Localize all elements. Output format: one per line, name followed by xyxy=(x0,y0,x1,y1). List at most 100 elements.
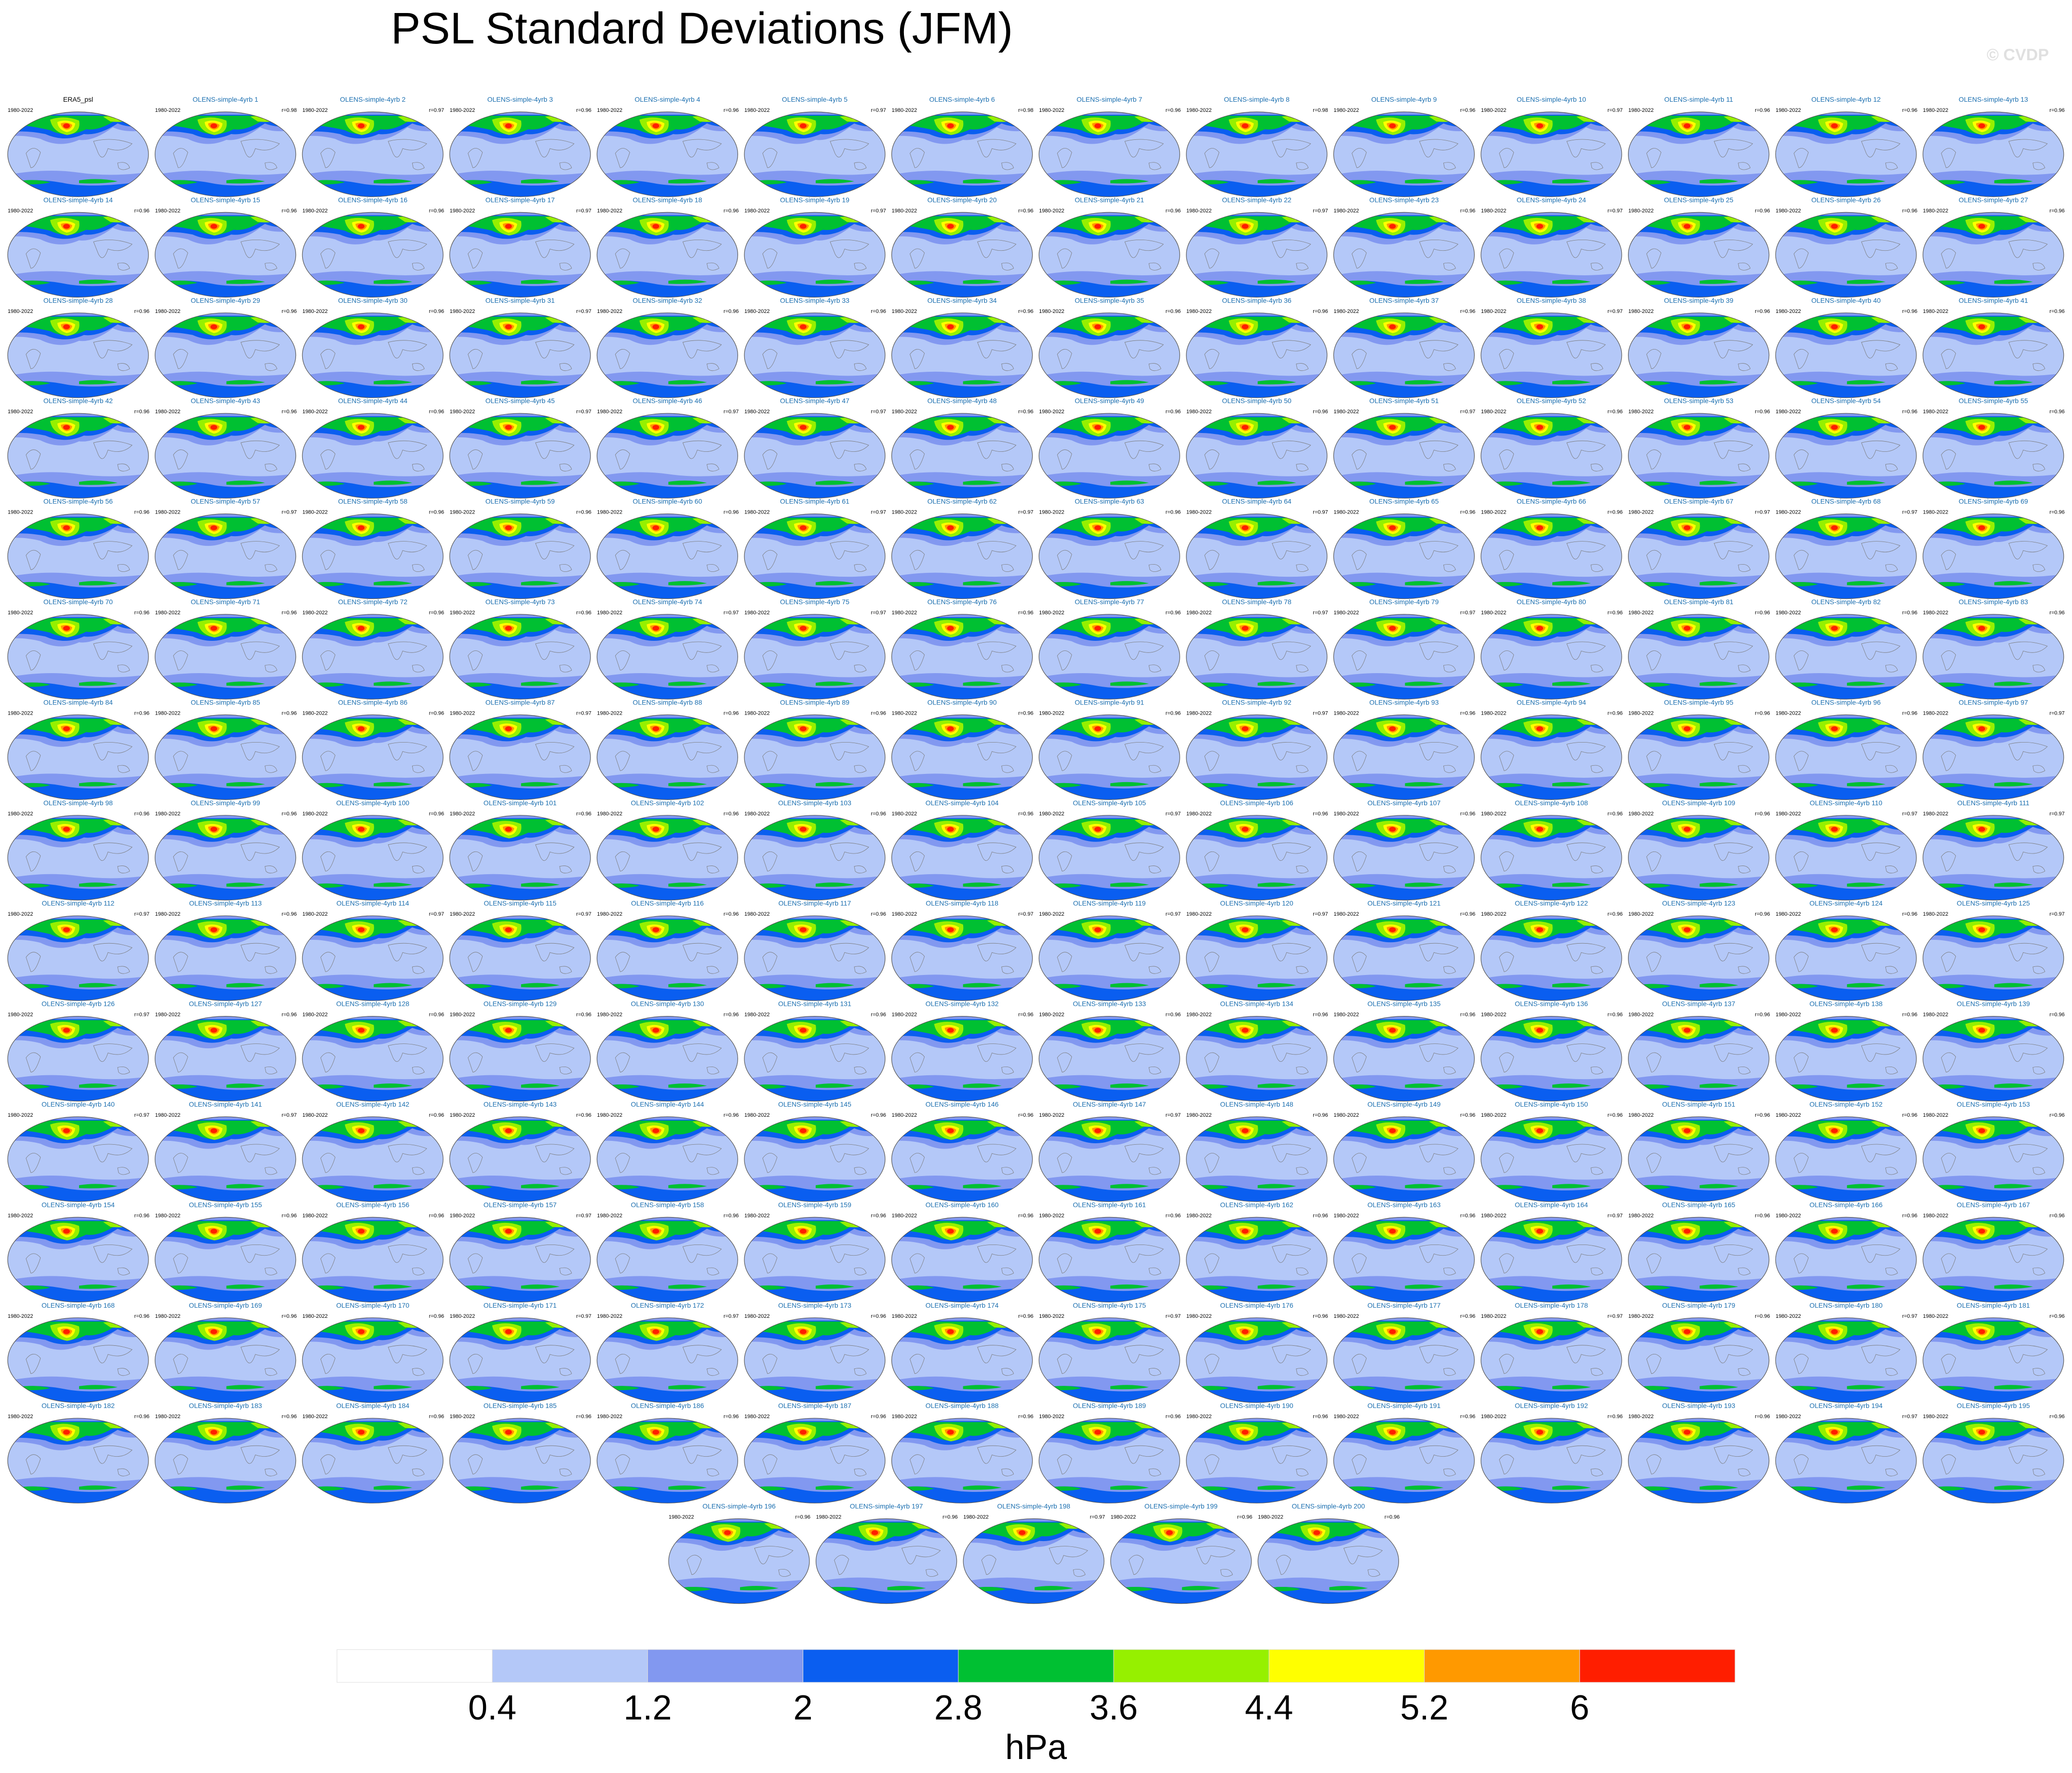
panel-correlation: r=0.96 xyxy=(1755,1414,1770,1420)
panel-title: OLENS-simple-4yrb 78 xyxy=(1222,598,1292,606)
panel-correlation: r=0.96 xyxy=(1018,1112,1034,1118)
panel-title: OLENS-simple-4yrb 93 xyxy=(1369,698,1439,706)
map-panel: OLENS-simple-4yrb 45 1980-2022 r=0.97 xyxy=(449,397,593,503)
panel-correlation: r=0.96 xyxy=(1902,710,1918,716)
panel-correlation: r=0.96 xyxy=(1755,911,1770,917)
panel-correlation: r=0.96 xyxy=(1755,1112,1770,1118)
panel-correlation: r=0.96 xyxy=(724,309,739,314)
panel-correlation: r=0.96 xyxy=(1166,610,1181,616)
map-panel: OLENS-simple-4yrb 184 1980-2022 r=0.96 xyxy=(301,1402,446,1508)
panel-period: 1980-2022 xyxy=(1481,1012,1507,1018)
panel-correlation: r=0.96 xyxy=(1313,1414,1328,1420)
map-panel: OLENS-simple-4yrb 92 1980-2022 r=0.97 xyxy=(1185,698,1330,804)
panel-correlation: r=0.97 xyxy=(871,409,887,415)
map-panel: OLENS-simple-4yrb 71 1980-2022 r=0.96 xyxy=(154,598,299,704)
map xyxy=(1628,1015,1772,1106)
panel-correlation: r=0.96 xyxy=(1166,1414,1181,1420)
panel-period: 1980-2022 xyxy=(450,309,475,314)
panel-correlation: r=0.96 xyxy=(282,1414,297,1420)
panel-correlation: r=0.96 xyxy=(576,108,592,113)
panel-correlation: r=0.97 xyxy=(576,710,592,716)
map-panel: OLENS-simple-4yrb 88 1980-2022 r=0.96 xyxy=(596,698,740,804)
panel-title: OLENS-simple-4yrb 155 xyxy=(189,1201,262,1208)
map-panel: OLENS-simple-4yrb 111 1980-2022 r=0.97 xyxy=(1922,799,2067,905)
map xyxy=(7,713,151,804)
panel-period: 1980-2022 xyxy=(744,610,770,616)
map xyxy=(1628,1115,1772,1206)
map xyxy=(1332,110,1477,202)
panel-period: 1980-2022 xyxy=(597,1112,622,1118)
map xyxy=(596,210,740,302)
map-panel: OLENS-simple-4yrb 25 1980-2022 r=0.96 xyxy=(1628,196,1772,302)
map xyxy=(743,210,888,302)
panel-correlation: r=0.96 xyxy=(724,1012,739,1018)
panel-title: OLENS-simple-4yrb 152 xyxy=(1809,1100,1883,1108)
map xyxy=(449,110,593,202)
map xyxy=(743,1015,888,1106)
panel-period: 1980-2022 xyxy=(597,1213,622,1218)
panel-correlation: r=0.96 xyxy=(2049,309,2065,314)
map-panel: OLENS-simple-4yrb 77 1980-2022 r=0.96 xyxy=(1038,598,1183,704)
map xyxy=(1257,1517,1401,1609)
panel-title: OLENS-simple-4yrb 79 xyxy=(1369,598,1439,606)
map xyxy=(1480,914,1625,1005)
panel-correlation: r=0.96 xyxy=(282,1313,297,1319)
panel-title: OLENS-simple-4yrb 105 xyxy=(1073,799,1146,807)
panel-correlation: r=0.96 xyxy=(1902,409,1918,415)
panel-title: OLENS-simple-4yrb 154 xyxy=(41,1201,115,1208)
map xyxy=(891,1215,1036,1307)
map xyxy=(1038,1215,1183,1307)
panel-correlation: r=0.96 xyxy=(871,1414,887,1420)
panel-period: 1980-2022 xyxy=(1481,1213,1507,1218)
map-panel: OLENS-simple-4yrb 32 1980-2022 r=0.96 xyxy=(596,297,740,403)
panel-correlation: r=0.96 xyxy=(282,309,297,314)
panel-correlation: r=0.96 xyxy=(1018,1012,1034,1018)
panel-correlation: r=0.96 xyxy=(282,208,297,214)
panel-correlation: r=0.96 xyxy=(1460,309,1476,314)
map xyxy=(1775,311,1919,403)
map xyxy=(1185,1416,1330,1508)
map-panel: OLENS-simple-4yrb 158 1980-2022 r=0.96 xyxy=(596,1201,740,1307)
map-panel: OLENS-simple-4yrb 101 1980-2022 r=0.96 xyxy=(449,799,593,905)
panel-period: 1980-2022 xyxy=(1776,1213,1801,1218)
map-panel: OLENS-simple-4yrb 123 1980-2022 r=0.96 xyxy=(1628,899,1772,1005)
panel-correlation: r=0.96 xyxy=(1608,911,1623,917)
panel-title: OLENS-simple-4yrb 80 xyxy=(1517,598,1586,606)
panel-correlation: r=0.96 xyxy=(724,911,739,917)
panel-title: OLENS-simple-4yrb 12 xyxy=(1811,95,1881,103)
panel-period: 1980-2022 xyxy=(1039,811,1064,817)
panel-correlation: r=0.96 xyxy=(135,510,150,515)
map xyxy=(1775,813,1919,905)
map xyxy=(743,813,888,905)
map-panel: OLENS-simple-4yrb 174 1980-2022 r=0.96 xyxy=(891,1301,1036,1408)
map xyxy=(1628,1316,1772,1408)
map-panel: OLENS-simple-4yrb 83 1980-2022 r=0.96 xyxy=(1922,598,2067,704)
map-panel: OLENS-simple-4yrb 18 1980-2022 r=0.96 xyxy=(596,196,740,302)
colorbar-box xyxy=(1579,1649,1736,1683)
panel-period: 1980-2022 xyxy=(597,309,622,314)
map xyxy=(1038,110,1183,202)
panel-correlation: r=0.97 xyxy=(135,911,150,917)
panel-title: OLENS-simple-4yrb 109 xyxy=(1662,799,1736,807)
panel-title: OLENS-simple-4yrb 139 xyxy=(1957,1000,2030,1008)
map-panel: OLENS-simple-4yrb 145 1980-2022 r=0.96 xyxy=(743,1100,888,1206)
map xyxy=(449,914,593,1005)
map-panel: OLENS-simple-4yrb 127 1980-2022 r=0.96 xyxy=(154,1000,299,1106)
panel-title: OLENS-simple-4yrb 104 xyxy=(926,799,999,807)
map-panel: OLENS-simple-4yrb 58 1980-2022 r=0.96 xyxy=(301,498,446,604)
panel-title: OLENS-simple-4yrb 198 xyxy=(997,1502,1070,1510)
panel-title: OLENS-simple-4yrb 34 xyxy=(928,297,997,304)
map xyxy=(154,1416,299,1508)
map xyxy=(1185,914,1330,1005)
panel-period: 1980-2022 xyxy=(1776,811,1801,817)
panel-period: 1980-2022 xyxy=(302,208,328,214)
map xyxy=(743,1215,888,1307)
map-panel: OLENS-simple-4yrb 91 1980-2022 r=0.96 xyxy=(1038,698,1183,804)
map xyxy=(154,411,299,503)
map xyxy=(1628,1416,1772,1508)
map xyxy=(1480,612,1625,704)
panel-period: 1980-2022 xyxy=(892,1112,917,1118)
map-panel: OLENS-simple-4yrb 13 1980-2022 r=0.96 xyxy=(1922,95,2067,202)
panel-correlation: r=0.98 xyxy=(1313,108,1328,113)
panel-correlation: r=0.96 xyxy=(1313,811,1328,817)
